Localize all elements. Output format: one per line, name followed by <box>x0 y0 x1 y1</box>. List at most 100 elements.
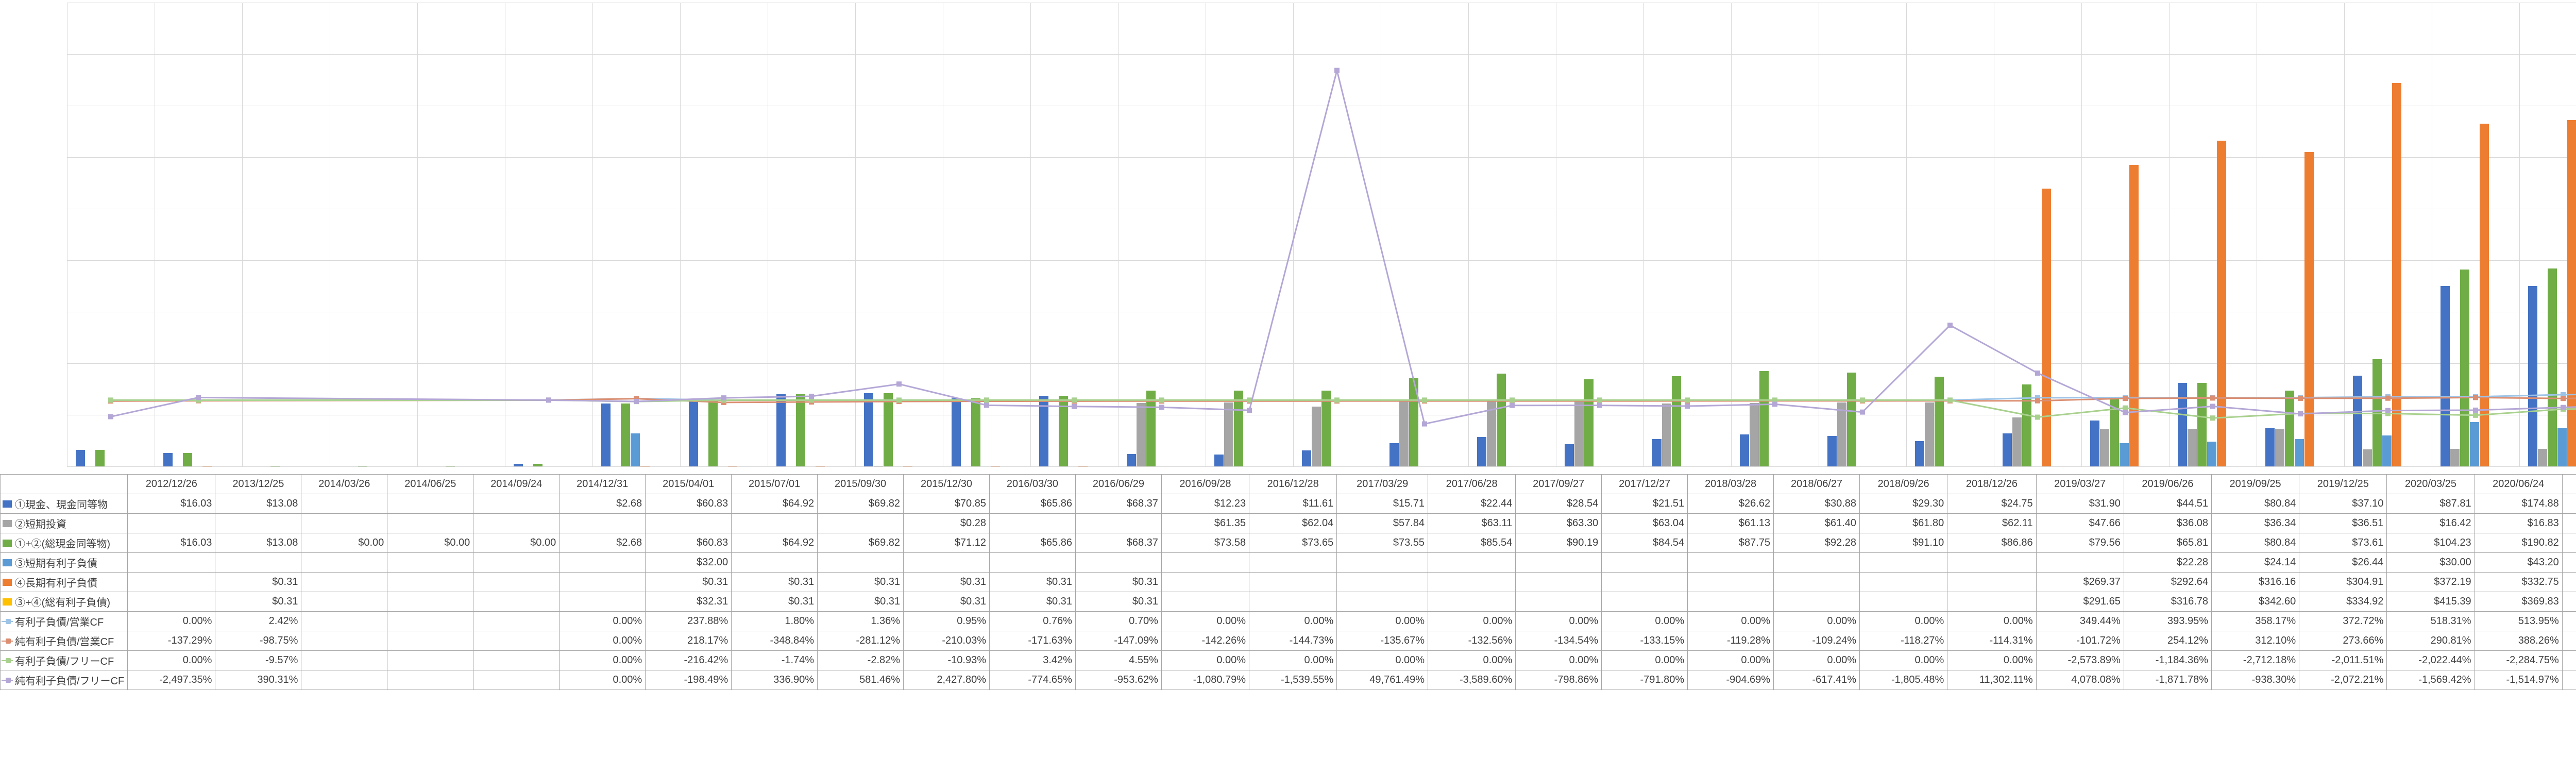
cell: $29.30 <box>1860 494 1947 514</box>
cell: -147.09% <box>1075 631 1161 651</box>
bar <box>514 464 523 466</box>
cell: $37.08 <box>2562 553 2576 573</box>
bar <box>163 453 173 466</box>
cell: $104.23 <box>2387 533 2475 553</box>
cell <box>1860 592 1947 612</box>
cell <box>1774 592 1860 612</box>
cell <box>732 553 818 573</box>
bar <box>2178 383 2187 466</box>
cell: 0.00% <box>1774 651 1860 670</box>
cell: $415.39 <box>2387 592 2475 612</box>
cell: -1,514.97% <box>2475 670 2562 690</box>
cell: $175.08 <box>2562 494 2576 514</box>
bar <box>1759 371 1769 466</box>
cell <box>301 612 387 631</box>
bar <box>1399 401 1409 466</box>
cell: 0.00% <box>1516 651 1602 670</box>
cell: 0.00% <box>1161 612 1249 631</box>
bar <box>2295 439 2304 466</box>
row-label: ①現金、現金同等物 <box>1 494 128 514</box>
bar <box>1321 391 1331 466</box>
cell: -198.49% <box>646 670 732 690</box>
bar <box>2450 449 2460 466</box>
cell: 0.00% <box>560 670 646 690</box>
cell <box>387 494 473 514</box>
cell: $24.75 <box>1947 494 2036 514</box>
cell: $73.65 <box>1249 533 1337 553</box>
bar <box>1146 391 1156 466</box>
cell: -774.65% <box>989 670 1075 690</box>
cell: -144.73% <box>1249 631 1337 651</box>
bar <box>2100 429 2109 466</box>
bar <box>2188 429 2197 466</box>
cell: $0.31 <box>904 592 990 612</box>
cell: $47.66 <box>2036 514 2124 533</box>
date-header: 2015/04/01 <box>646 475 732 494</box>
cell: $191.76 <box>2562 533 2576 553</box>
cell <box>301 514 387 533</box>
date-header: 2012/12/26 <box>128 475 215 494</box>
cell: $69.82 <box>818 533 904 553</box>
bar <box>1584 379 1594 466</box>
row-label: ③+④(総有利子負債) <box>1 592 128 612</box>
cell: -1,539.55% <box>1249 670 1337 690</box>
cell: 0.76% <box>989 612 1075 631</box>
bar <box>2207 442 2216 466</box>
cell <box>387 612 473 631</box>
cell: -101.72% <box>2036 631 2124 651</box>
bar <box>1827 436 1837 466</box>
cell: -798.86% <box>1516 670 1602 690</box>
cell <box>301 651 387 670</box>
cell: $71.12 <box>904 533 990 553</box>
cell: -1,105.92% <box>2562 670 2576 690</box>
cell: 0.00% <box>560 651 646 670</box>
cell: $22.44 <box>1428 494 1516 514</box>
cell: $2.68 <box>560 494 646 514</box>
cell <box>1428 553 1516 573</box>
cell: $24.14 <box>2212 553 2299 573</box>
date-header: 2014/03/26 <box>301 475 387 494</box>
cell: -9.57% <box>215 651 301 670</box>
cell <box>387 651 473 670</box>
cell <box>1428 592 1516 612</box>
cell: 0.00% <box>1428 651 1516 670</box>
cell: 0.00% <box>1947 612 2036 631</box>
bar <box>1652 439 1662 466</box>
cell <box>1947 553 2036 573</box>
bar <box>952 398 961 466</box>
bar <box>971 398 980 466</box>
bar <box>2003 433 2012 466</box>
date-header: 2017/12/27 <box>1602 475 1688 494</box>
cell <box>301 670 387 690</box>
cell <box>989 553 1075 573</box>
cell: -348.84% <box>732 631 818 651</box>
bar <box>689 399 698 466</box>
cell: $63.30 <box>1516 514 1602 533</box>
cell: $69.82 <box>818 494 904 514</box>
cell: $36.08 <box>2124 514 2211 533</box>
cell: 0.00% <box>1860 651 1947 670</box>
bar <box>1750 403 1759 466</box>
cell: $15.71 <box>1337 494 1428 514</box>
bar <box>1574 401 1584 466</box>
row-label: ②短期投資 <box>1 514 128 533</box>
cell: -2,011.51% <box>2299 651 2387 670</box>
cell: 388.26% <box>2475 631 2562 651</box>
cell: $36.51 <box>2299 514 2387 533</box>
cell <box>904 553 990 573</box>
date-header: 2020/09/23 <box>2562 475 2576 494</box>
cell: -132.56% <box>1428 631 1516 651</box>
cell: 518.31% <box>2387 612 2475 631</box>
date-header: 2016/12/28 <box>1249 475 1337 494</box>
cell <box>1249 592 1337 612</box>
bar <box>2022 384 2031 466</box>
bar <box>2567 120 2576 466</box>
cell <box>301 592 387 612</box>
cell: 581.46% <box>818 670 904 690</box>
cell: $32.31 <box>646 592 732 612</box>
cell: $43.20 <box>2475 553 2562 573</box>
date-header: 2016/06/29 <box>1075 475 1161 494</box>
cell <box>473 631 560 651</box>
cell <box>215 514 301 533</box>
cell: $60.83 <box>646 533 732 553</box>
